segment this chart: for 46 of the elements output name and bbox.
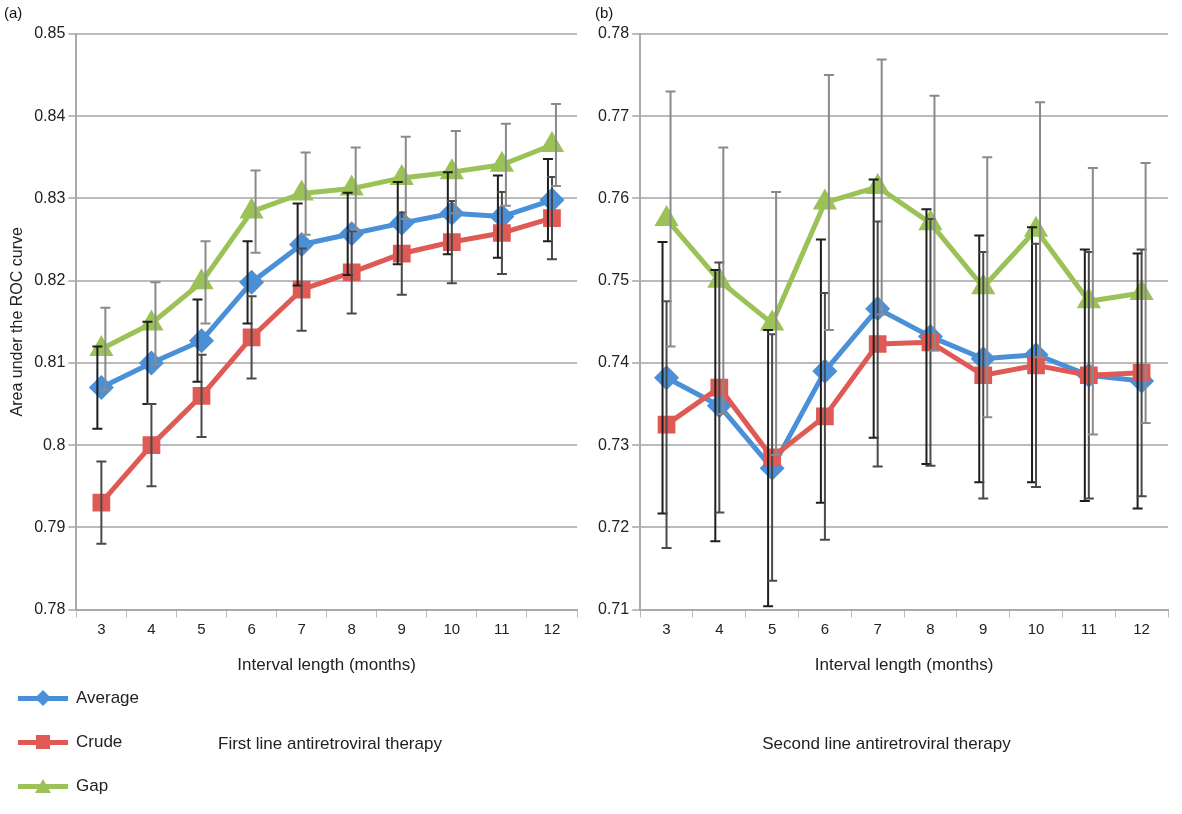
y-tick-label: 0.83 <box>34 188 66 206</box>
x-tick-label: 7 <box>297 619 306 637</box>
y-axis-title: Area under the ROC curve <box>8 226 26 417</box>
y-tick-label: 0.82 <box>34 271 66 289</box>
legend-label: Crude <box>76 732 123 752</box>
x-tick-label: 9 <box>397 619 406 637</box>
x-tick-label: 11 <box>494 619 510 637</box>
x-axis-title: Interval length (months) <box>237 655 416 675</box>
y-tick-label: 0.77 <box>598 106 630 124</box>
text: (b) <box>595 4 614 21</box>
x-tick-label: 3 <box>662 619 671 637</box>
y-tick-label: 0.78 <box>34 600 66 618</box>
y-tick-label: 0.85 <box>34 24 66 42</box>
y-tick-label: 0.84 <box>34 106 66 124</box>
y-tick-label: 0.79 <box>34 517 66 535</box>
x-tick-label: 10 <box>443 619 461 637</box>
x-tick-label: 4 <box>147 619 156 637</box>
text: (a) <box>4 4 23 21</box>
y-tick-label: 0.78 <box>598 24 630 42</box>
y-tick-label: 0.8 <box>43 435 66 453</box>
x-axis-title: Interval length (months) <box>814 655 994 675</box>
text: Second line antiretroviral therapy <box>761 734 1012 754</box>
x-tick-label: 10 <box>1027 619 1045 637</box>
y-tick-label: 0.72 <box>598 517 630 535</box>
x-tick-label: 11 <box>1081 619 1097 637</box>
y-tick-label: 0.81 <box>34 353 66 371</box>
x-tick-label: 12 <box>1133 619 1150 637</box>
x-tick-label: 6 <box>820 619 830 637</box>
x-tick-label: 8 <box>926 619 935 637</box>
y-tick-label: 0.71 <box>598 600 630 618</box>
x-tick-label: 5 <box>197 619 206 637</box>
x-tick-label: 9 <box>979 619 988 637</box>
x-tick-label: 12 <box>543 619 561 637</box>
x-tick-label: 8 <box>347 619 356 637</box>
text: First line antiretroviral therapy <box>218 734 442 753</box>
legend-label: Gap <box>76 776 109 796</box>
y-tick-label: 0.73 <box>598 435 630 453</box>
x-tick-label: 3 <box>97 619 106 637</box>
y-tick-label: 0.76 <box>598 188 630 206</box>
x-tick-label: 4 <box>715 619 724 637</box>
x-tick-label: 5 <box>767 619 777 637</box>
legend-label: Average <box>76 688 140 708</box>
y-tick-label: 0.74 <box>598 353 630 371</box>
x-tick-label: 6 <box>247 619 256 637</box>
y-tick-label: 0.75 <box>598 271 630 289</box>
x-tick-label: 7 <box>873 619 882 637</box>
